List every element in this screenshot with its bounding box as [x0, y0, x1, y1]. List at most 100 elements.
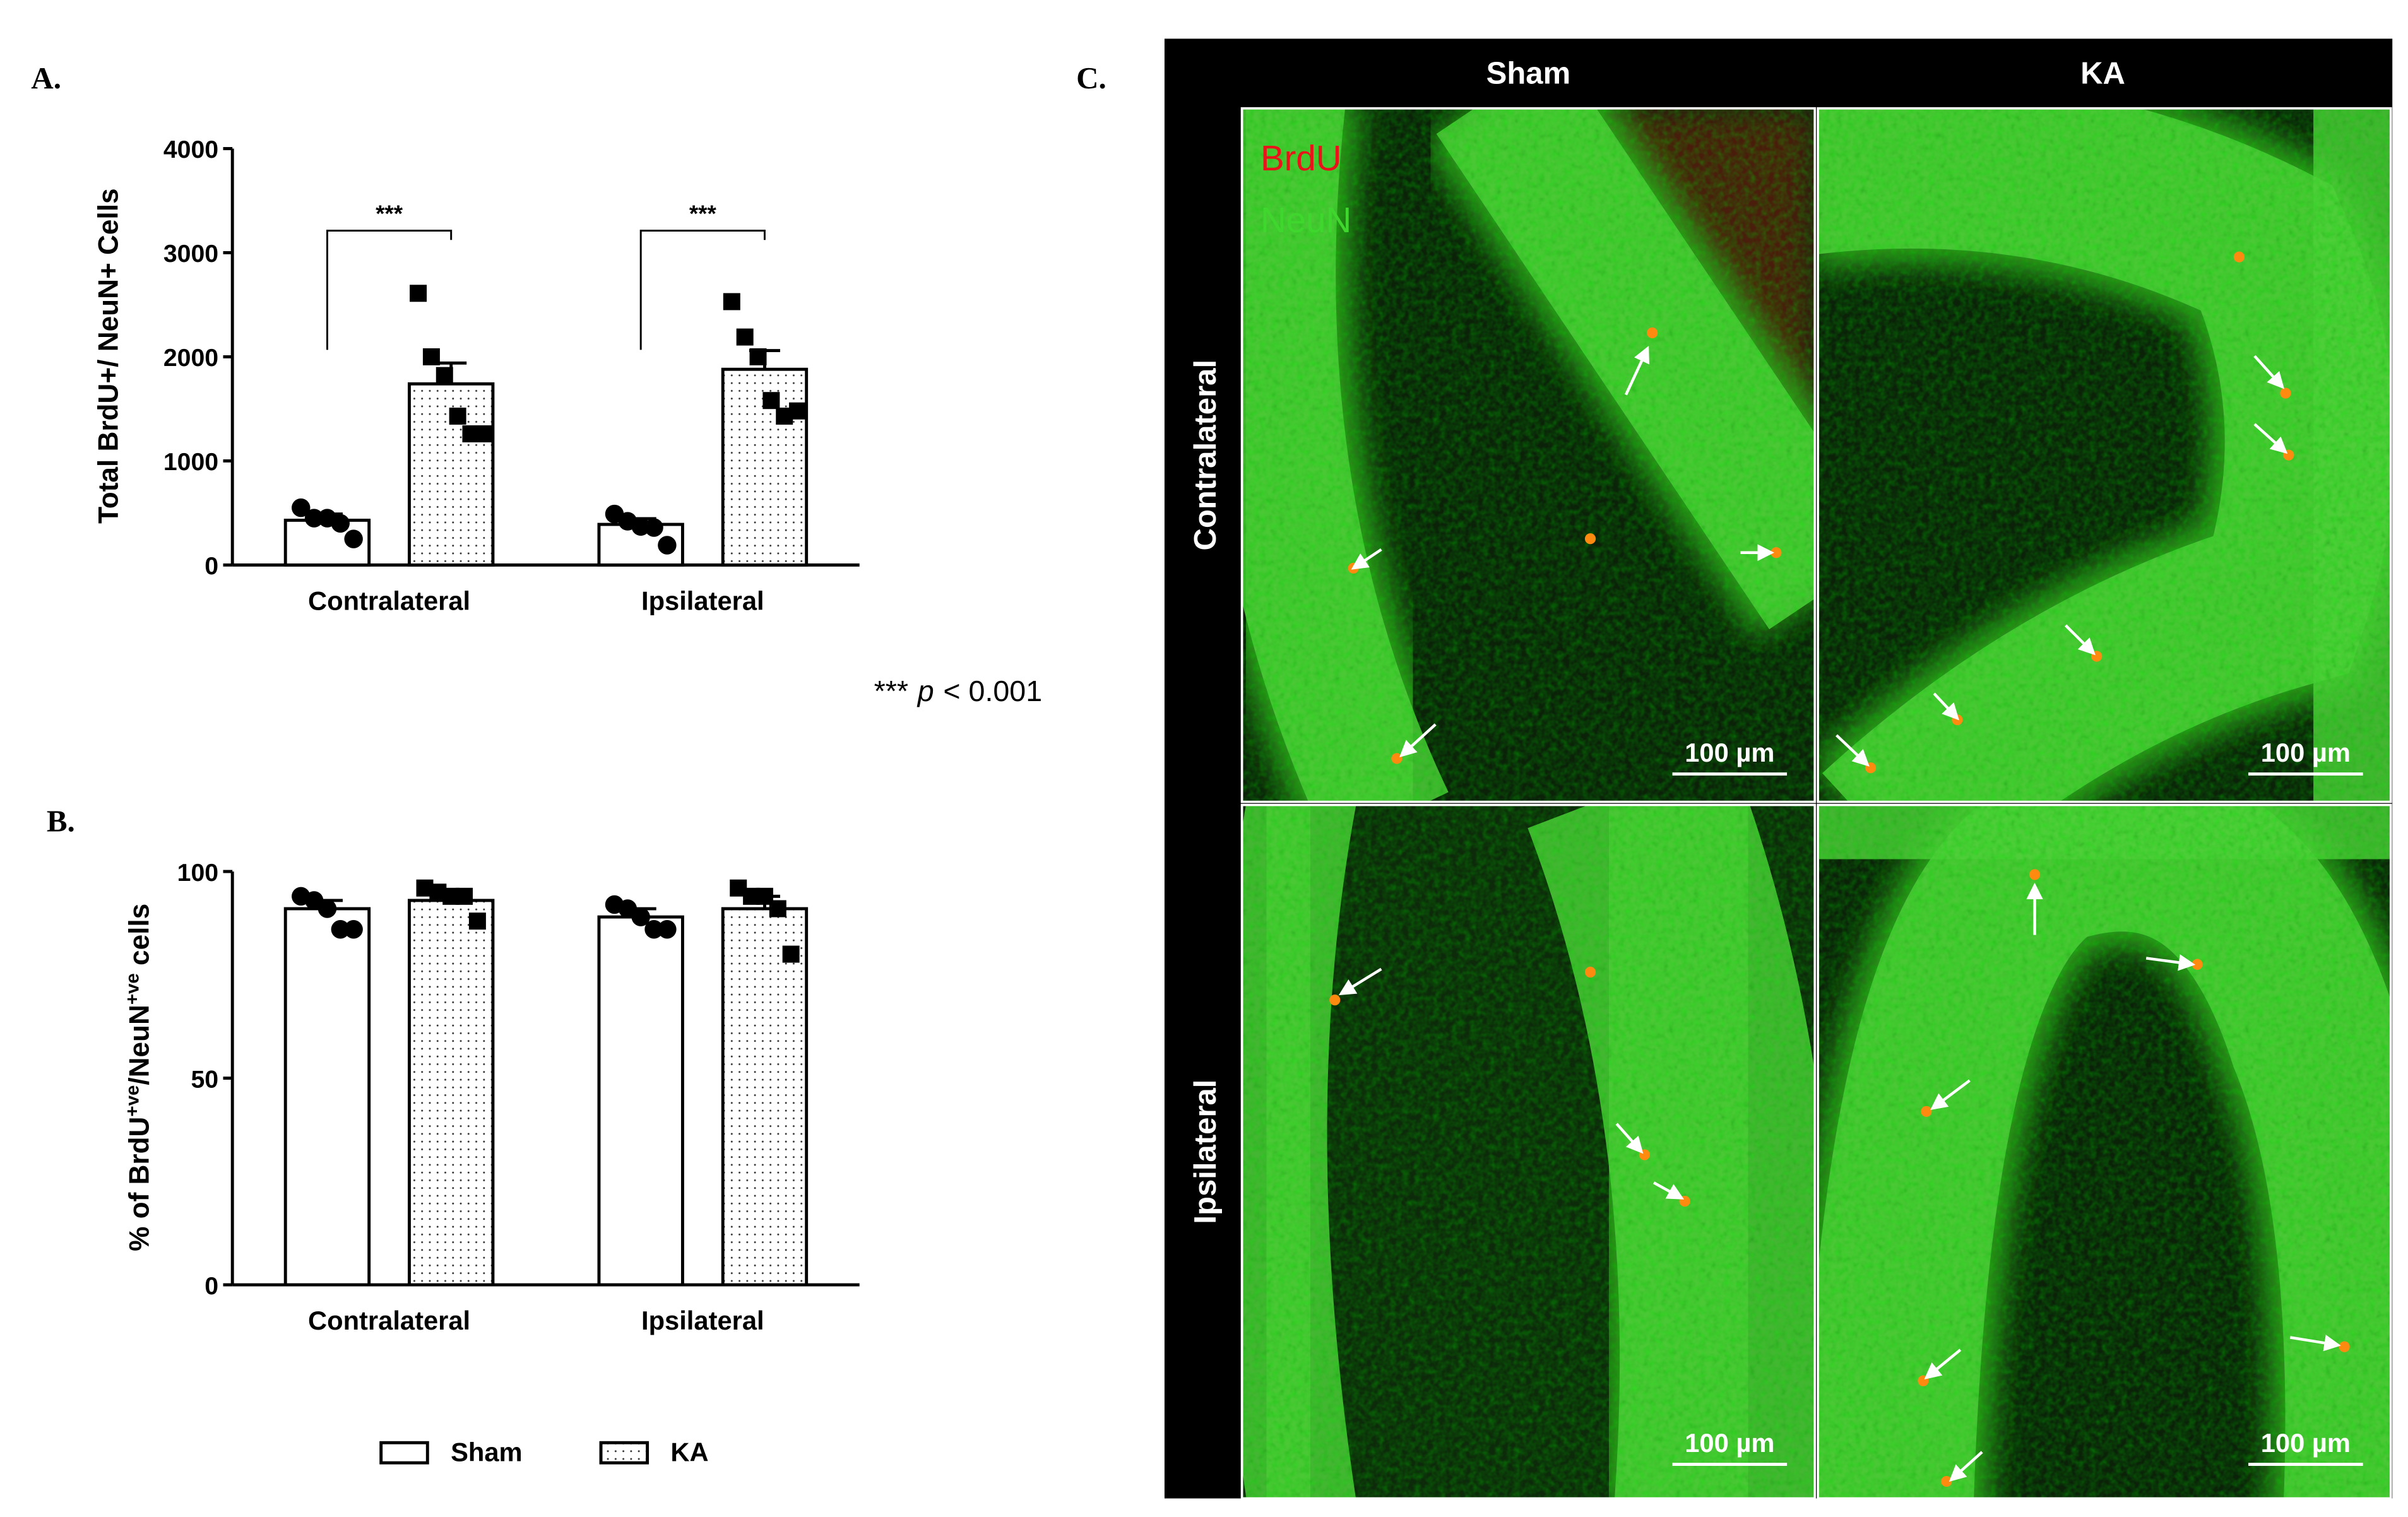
data-point — [331, 514, 350, 533]
scale-bar-label: 100 µm — [2261, 738, 2351, 767]
scale-bar-label: 100 µm — [2261, 1428, 2351, 1458]
row-header: Contralateral — [1189, 360, 1223, 551]
cell-texture — [1818, 805, 2391, 1499]
data-point — [723, 293, 740, 310]
arrow — [1338, 967, 1382, 996]
y-axis-label-part: Total BrdU+/ NeuN+ Cells — [93, 188, 124, 523]
bar — [283, 907, 371, 1287]
arrow — [2065, 624, 2096, 656]
data-point — [658, 536, 677, 555]
y-axis-label-part: cells — [124, 904, 155, 973]
arrow — [2253, 355, 2285, 389]
y-axis-label-part: /NeuN — [124, 1005, 155, 1085]
bar — [721, 907, 809, 1287]
data-point — [292, 498, 311, 517]
column-header: Sham — [1486, 56, 1571, 90]
arrow — [1930, 1079, 1971, 1111]
arrow — [2289, 1335, 2341, 1352]
y-tick-label: 3000 — [163, 240, 218, 268]
data-point — [344, 529, 363, 548]
y-tick-label: 100 — [177, 859, 218, 887]
significance-label: *** — [689, 201, 717, 227]
brdu-cell — [2029, 869, 2041, 880]
y-tick-label: 0 — [205, 552, 218, 580]
data-point — [344, 920, 363, 939]
data-point — [317, 899, 337, 918]
data-point — [762, 392, 780, 410]
arrow — [2253, 423, 2288, 454]
brdu-cell — [1941, 1475, 1952, 1487]
data-point — [456, 887, 473, 905]
data-point — [782, 945, 800, 963]
cell-texture — [1818, 108, 2391, 802]
arrow — [1624, 345, 1649, 396]
brdu-cell — [2280, 387, 2291, 399]
y-tick-label: 50 — [191, 1065, 218, 1093]
p-value-part: < 0.001 — [943, 675, 1042, 707]
p-value-part: *** — [874, 675, 908, 707]
panel-label: C. — [1076, 61, 1106, 95]
micrograph-border — [1240, 803, 1817, 1500]
data-point — [631, 907, 650, 926]
y-axis-label-part: +ve — [122, 973, 143, 1005]
arrow — [1933, 692, 1959, 721]
y-axis-label-part: +ve — [122, 1085, 143, 1117]
panel-label: A. — [31, 61, 61, 95]
micrograph-content — [1242, 108, 1815, 802]
data-point — [644, 920, 663, 939]
micrograph: 100 µm — [1817, 803, 2392, 1500]
y-tick-label: 2000 — [163, 344, 218, 372]
p-value-note: *** p < 0.001 — [874, 675, 1043, 707]
p-value-part: p — [916, 675, 934, 707]
significance-bracket — [326, 230, 453, 350]
data-point — [475, 425, 493, 442]
data-point — [449, 407, 466, 425]
brdu-cell — [2192, 959, 2203, 970]
y-tick-label: 1000 — [163, 448, 218, 476]
micrograph: 100 µm — [1240, 803, 1817, 1500]
brdu-cell — [2233, 251, 2245, 263]
data-point — [436, 367, 453, 384]
micrograph-content — [1818, 108, 2391, 802]
scale-bar-label: 100 µm — [1685, 738, 1774, 767]
data-point — [410, 285, 427, 302]
channel-label: BrdU — [1260, 138, 1342, 178]
x-tick-label: Contralateral — [308, 586, 470, 616]
cell-texture — [1242, 805, 1815, 1499]
legend-label: KA — [670, 1437, 708, 1467]
arrow — [1653, 1181, 1685, 1200]
micrograph-border — [1817, 803, 2392, 1500]
x-tick-label: Ipsilateral — [641, 1306, 764, 1335]
legend-swatch — [379, 1441, 429, 1465]
data-point — [769, 900, 786, 918]
bar — [597, 915, 684, 1287]
x-tick-label: Contralateral — [308, 1306, 470, 1335]
brdu-cell — [1329, 995, 1341, 1006]
micrograph-content — [1242, 805, 1815, 1499]
significance-label: *** — [376, 201, 403, 227]
y-tick-label: 4000 — [163, 136, 218, 163]
data-point — [658, 920, 677, 939]
significance-bracket — [639, 230, 766, 350]
data-point — [331, 920, 350, 939]
y-axis-label: % of BrdU+ve/NeuN+ve cells — [122, 904, 155, 1251]
y-axis-label: Total BrdU+/ NeuN+ Cells — [93, 188, 124, 523]
brdu-cell — [1584, 966, 1596, 978]
column-header: KA — [2080, 56, 2125, 90]
brdu-cell — [1647, 327, 1658, 338]
micrograph-border — [1817, 107, 2392, 803]
data-point — [468, 912, 486, 930]
data-point — [736, 328, 754, 346]
y-tick-label: 0 — [205, 1272, 218, 1300]
micrograph-border — [1240, 107, 1817, 803]
brdu-cell — [1584, 533, 1596, 545]
brdu-cell — [1391, 753, 1403, 764]
arrow — [1924, 1349, 1962, 1380]
channel-label: NeuN — [1260, 200, 1351, 240]
data-point — [422, 348, 440, 365]
row-header: Ipsilateral — [1189, 1080, 1223, 1224]
cell-texture — [1242, 108, 1815, 802]
data-point — [304, 509, 324, 528]
